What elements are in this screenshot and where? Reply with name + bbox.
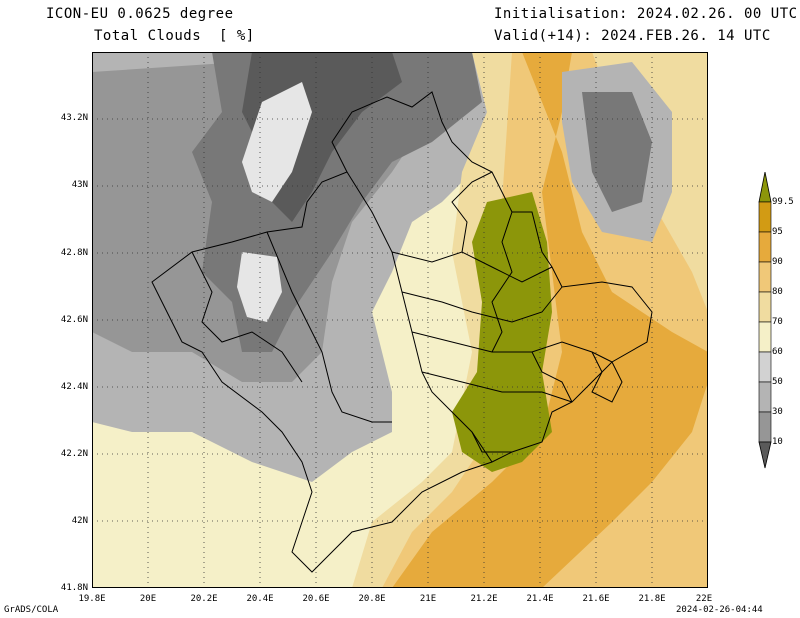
colorbar-segment [758,291,772,323]
x-tick-label: 20E [139,594,157,604]
x-tick-label: 22E [695,594,713,604]
colorbar-label: 10 [772,437,783,447]
colorbar-label: 95 [772,227,783,237]
model-title: ICON-EU 0.0625 degree [46,6,234,22]
colorbar-segment [758,261,772,293]
colorbar-label: 80 [772,287,783,297]
internal-boundary-12 [591,351,623,403]
internal-boundary-4 [401,286,563,323]
x-tick-label: 21.2E [470,594,498,604]
colorbar-segment [758,351,772,383]
colorbar-label: 60 [772,347,783,357]
y-tick-label: 43N [71,180,88,190]
y-tick-label: 41.8N [60,583,88,593]
variable-title: Total Clouds [ %] [94,28,255,44]
colorbar-label: 30 [772,407,783,417]
internal-boundary-3 [391,251,553,283]
cloud-field-dark-east [582,92,652,212]
internal-boundary-11 [471,431,512,453]
x-tick-label: 21.6E [582,594,610,604]
y-tick-label: 43.2N [60,113,88,123]
timestamp-label: 2024-02-26-04:44 [676,605,763,615]
colorbar-top-arrow [758,172,772,203]
clear-patch-west [237,252,282,322]
valid-time: Valid(+14): 2024.FEB.26. 14 UTC [494,28,771,44]
clear-patch-north [242,82,312,202]
x-tick-label: 21E [419,594,437,604]
x-tick-label: 21.4E [526,594,554,604]
x-tick-label: 20.8E [358,594,386,604]
internal-boundary-9 [191,251,303,383]
colorbar-segment [758,411,772,443]
colorbar-label: 90 [772,257,783,267]
x-tick-label: 21.8E [638,594,666,604]
y-tick-label: 42.6N [60,315,88,325]
map-frame [92,52,708,588]
credit-label: GrADS/COLA [4,605,59,615]
x-tick-label: 20.6E [302,594,330,604]
y-tick-label: 42N [71,516,88,526]
internal-boundary-10 [531,351,573,403]
colorbar-segment [758,321,772,353]
x-tick-label: 19.8E [78,594,106,604]
colorbar-label: 99.5 [772,197,794,207]
colorbar-bottom-arrow [758,441,772,469]
colorbar-segment [758,381,772,413]
colorbar-segment [758,201,772,233]
cloud-field-deep-orange [392,52,708,588]
internal-boundary-7 [451,171,493,253]
internal-boundary-8 [491,211,513,353]
y-tick-label: 42.2N [60,449,88,459]
cloud-cover-map [92,52,708,588]
internal-boundary-1 [266,231,392,423]
internal-boundary-2 [346,171,493,463]
boundary-lines [151,91,653,573]
colorbar-segment [758,231,772,263]
colorbar [758,172,772,469]
init-time: Initialisation: 2024.02.26. 00 UTC [494,6,798,22]
x-tick-label: 20.2E [190,594,218,604]
colorbar-label: 50 [772,377,783,387]
internal-boundary-6 [421,371,573,403]
y-tick-label: 42.8N [60,248,88,258]
country-outer-boundary [151,91,653,573]
colorbar-label: 70 [772,317,783,327]
y-tick-label: 42.4N [60,382,88,392]
x-tick-label: 20.4E [246,594,274,604]
